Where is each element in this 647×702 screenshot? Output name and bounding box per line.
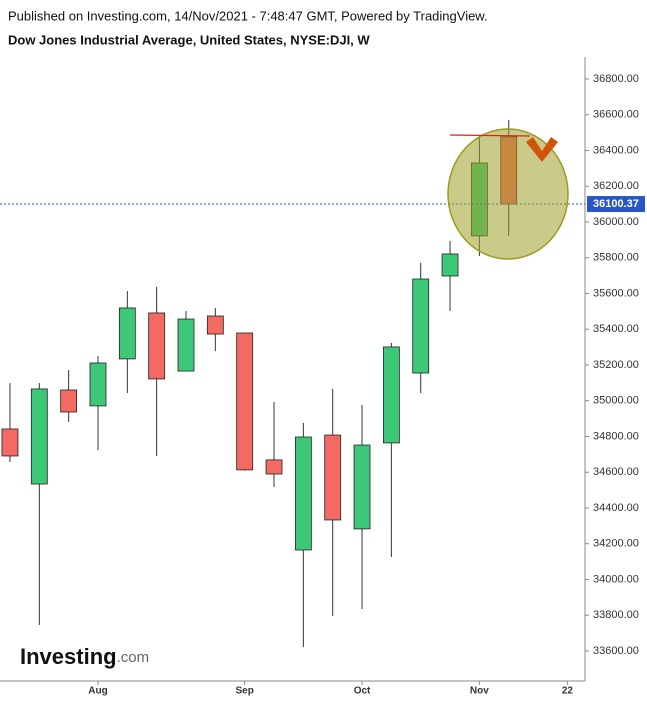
logo-suffix: .com — [117, 649, 150, 666]
y-tick-label: 34400.00 — [593, 502, 639, 514]
candle-body — [353, 444, 371, 530]
y-tick-label: 35600.00 — [593, 287, 639, 299]
y-tick-label: 35800.00 — [593, 252, 639, 264]
logo: Investing.com — [20, 644, 149, 669]
candle-body — [236, 332, 254, 471]
y-tick-label: 33800.00 — [593, 609, 639, 621]
candle-body — [30, 388, 48, 485]
last-price-box — [587, 196, 645, 213]
candle-body — [324, 434, 342, 521]
logo-main: Investing — [20, 644, 117, 669]
annotation — [447, 128, 569, 260]
y-tick-label: 34600.00 — [593, 466, 639, 478]
last-price-label: 36100.37 — [593, 198, 639, 210]
candle-body — [412, 278, 430, 374]
y-tick-label: 35400.00 — [593, 323, 639, 335]
candle-body — [1, 428, 19, 457]
y-tick-label: 35000.00 — [593, 395, 639, 407]
y-tick-label: 36400.00 — [593, 144, 639, 156]
candle-body — [118, 307, 136, 360]
candle-body — [265, 459, 283, 475]
candle-body — [206, 315, 224, 335]
y-tick-label: 34000.00 — [593, 573, 639, 585]
down-arrow — [526, 137, 558, 162]
candle-body — [89, 362, 107, 407]
x-tick-label: Nov — [470, 686, 489, 697]
y-tick-label: 36200.00 — [593, 180, 639, 192]
annotation-line — [449, 134, 531, 137]
highlight-ellipse — [447, 128, 569, 260]
candle-body — [441, 253, 459, 277]
x-tick-label: Oct — [354, 686, 371, 697]
y-tick-label: 36800.00 — [593, 73, 639, 85]
x-tick-label: Sep — [236, 686, 254, 697]
y-tick-label: 36600.00 — [593, 109, 639, 121]
x-tick-label: Aug — [88, 686, 107, 697]
x-tick-label: 22 — [562, 686, 574, 697]
candle-body — [177, 318, 195, 372]
y-tick-label: 36000.00 — [593, 216, 639, 228]
y-tick-label: 33600.00 — [593, 645, 639, 657]
candle-body — [294, 436, 312, 551]
y-tick-label: 34800.00 — [593, 430, 639, 442]
chart-title: Published on Investing.com, 14/Nov/2021 … — [8, 8, 488, 23]
y-tick-label: 34200.00 — [593, 538, 639, 550]
candle-body — [148, 312, 166, 380]
y-tick-label: 35200.00 — [593, 359, 639, 371]
chart-subtitle: Dow Jones Industrial Average, United Sta… — [8, 32, 370, 47]
candle-body — [60, 389, 78, 413]
candle-body — [382, 346, 400, 444]
